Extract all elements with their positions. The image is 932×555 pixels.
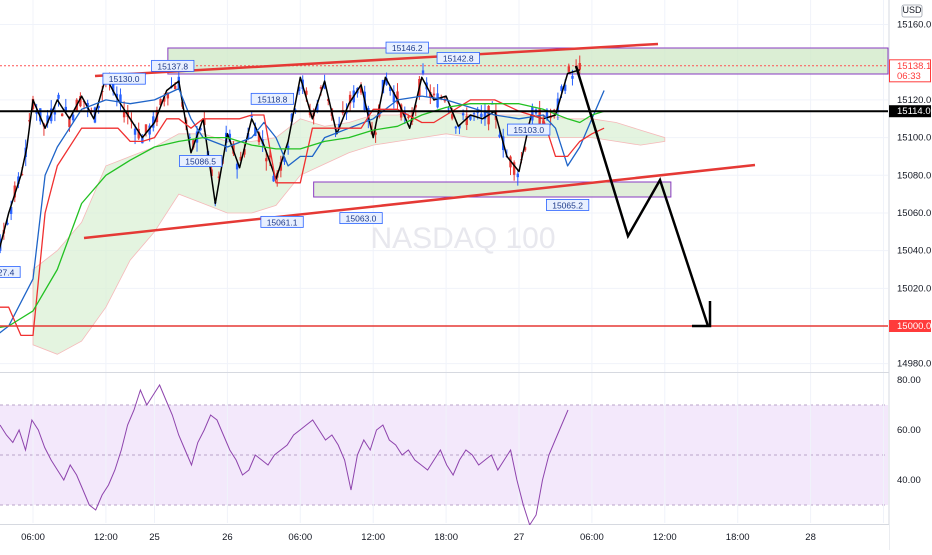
y-tick-label: 15020.0 bbox=[897, 283, 931, 294]
candle-body bbox=[422, 70, 424, 73]
candle-body bbox=[455, 127, 457, 129]
y-tick-label: 15100.0 bbox=[897, 133, 931, 144]
candle-body bbox=[436, 93, 438, 107]
symbol-watermark: NASDAQ 100 bbox=[370, 222, 555, 255]
x-tick-label: 18:00 bbox=[434, 532, 458, 543]
x-tick-label: 25 bbox=[149, 532, 160, 543]
x-tick-label: 27 bbox=[514, 532, 525, 543]
price-marker-text: 15061.1 bbox=[267, 217, 298, 227]
y-tick-label: 15160.0 bbox=[897, 20, 931, 31]
price-marker-text: 15027.4 bbox=[0, 267, 15, 277]
candle-body bbox=[433, 94, 435, 96]
price-tag-countdown: 06:33 bbox=[897, 71, 921, 82]
candle-body bbox=[174, 86, 176, 89]
candle-body bbox=[72, 115, 74, 120]
x-tick-label: 06:00 bbox=[21, 532, 45, 543]
price-marker-text: 15137.8 bbox=[157, 61, 188, 71]
candle-body bbox=[61, 114, 63, 116]
price-marker-text: 15086.5 bbox=[185, 157, 216, 167]
candle-body bbox=[407, 117, 409, 118]
candle-body bbox=[54, 112, 56, 114]
x-tick-label: 12:00 bbox=[653, 532, 677, 543]
y-tick-label: 15120.0 bbox=[897, 95, 931, 106]
y-tick-label: 15060.0 bbox=[897, 208, 931, 219]
price-marker-text: 15130.0 bbox=[109, 74, 140, 84]
price-tag-text: 15114.0 bbox=[897, 106, 931, 117]
price-marker-text: 15142.8 bbox=[443, 53, 474, 63]
price-tag-text: 15000.0 bbox=[897, 321, 931, 332]
price-marker-text: 15103.0 bbox=[513, 125, 544, 135]
price-axis[interactable] bbox=[890, 0, 932, 550]
candle-body bbox=[462, 113, 464, 115]
x-tick-label: 06:00 bbox=[288, 532, 312, 543]
candle-body bbox=[568, 66, 570, 72]
x-tick-label: 28 bbox=[805, 532, 816, 543]
price-marker-text: 15118.8 bbox=[257, 94, 287, 104]
candle-body bbox=[517, 174, 519, 178]
rsi-tick-label: 60.00 bbox=[897, 425, 921, 436]
candle-body bbox=[571, 76, 573, 79]
candle-body bbox=[480, 114, 482, 117]
x-tick-label: 18:00 bbox=[726, 532, 750, 543]
rsi-tick-label: 40.00 bbox=[897, 475, 921, 486]
price-marker-text: 15063.0 bbox=[346, 214, 377, 224]
currency-label: USD bbox=[902, 5, 922, 15]
candle-body bbox=[134, 129, 136, 135]
x-tick-label: 12:00 bbox=[361, 532, 385, 543]
y-tick-label: 14980.0 bbox=[897, 359, 931, 370]
price-marker-text: 15065.2 bbox=[552, 200, 583, 210]
x-tick-label: 26 bbox=[222, 532, 233, 543]
rsi-tick-label: 80.00 bbox=[897, 375, 921, 386]
price-marker-text: 15146.2 bbox=[392, 43, 423, 53]
candle-body bbox=[579, 63, 581, 70]
candle-body bbox=[265, 158, 267, 161]
candle-body bbox=[57, 95, 59, 99]
y-tick-label: 15040.0 bbox=[897, 246, 931, 257]
x-tick-label: 12:00 bbox=[94, 532, 118, 543]
candle-body bbox=[473, 113, 475, 114]
y-tick-label: 15080.0 bbox=[897, 170, 931, 181]
candle-body bbox=[531, 107, 533, 121]
x-tick-label: 06:00 bbox=[580, 532, 604, 543]
candle-body bbox=[447, 108, 449, 109]
